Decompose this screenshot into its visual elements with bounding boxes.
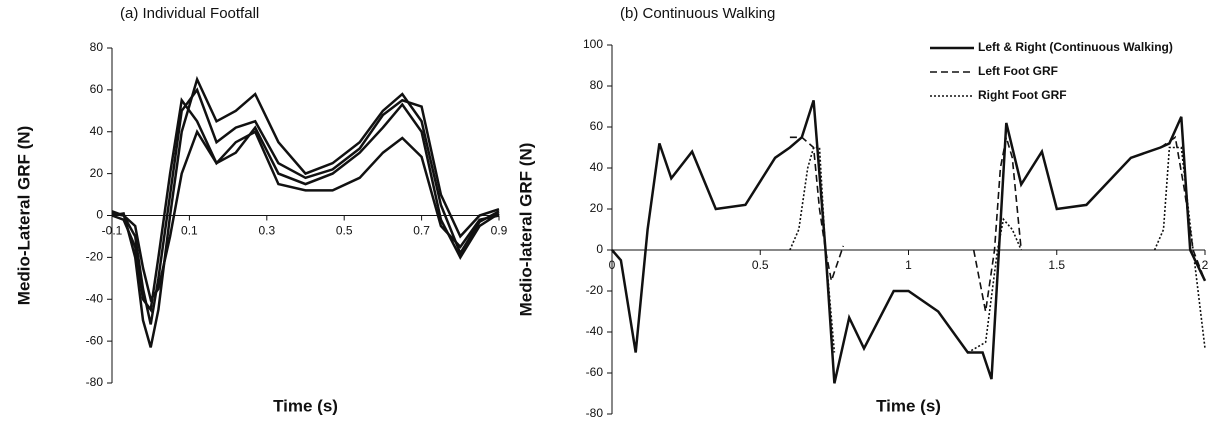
y-tick-label: 80: [590, 78, 604, 92]
x-tick-label: 0: [609, 258, 616, 272]
y-tick-label: -80: [586, 406, 604, 420]
x-tick-label: 0.5: [336, 224, 353, 238]
y-tick-label: -40: [586, 324, 604, 338]
series-line: [111, 75, 500, 348]
series-line: [111, 97, 500, 313]
legend-label: Left & Right (Continuous Walking): [978, 40, 1173, 54]
y-tick-label: -20: [86, 250, 104, 264]
x-tick-label: 2: [1202, 258, 1209, 272]
x-tick-label: 0.3: [258, 224, 275, 238]
x-tick-label: 1: [905, 258, 912, 272]
y-tick-label: -20: [586, 283, 604, 297]
x-tick-label: -0.1: [102, 224, 123, 238]
series-line: [111, 128, 500, 303]
x-tick-label: 0.1: [181, 224, 198, 238]
y-tick-label: -60: [86, 333, 104, 347]
y-tick-label: -60: [586, 365, 604, 379]
y-tick-label: 80: [90, 40, 104, 54]
y-axis-label: Medio-lateral GRF (N): [516, 143, 535, 317]
legend-label: Right Foot GRF: [978, 88, 1067, 102]
y-tick-label: 0: [96, 208, 103, 222]
x-axis-label: Time (s): [876, 396, 941, 415]
y-tick-label: 0: [596, 242, 603, 256]
x-tick-label: 0.5: [752, 258, 769, 272]
x-tick-label: 0.7: [413, 224, 430, 238]
x-tick-label: 0.9: [491, 224, 508, 238]
y-tick-label: 40: [90, 124, 104, 138]
chart-title: (b) Continuous Walking: [620, 5, 775, 22]
y-tick-label: 20: [90, 166, 104, 180]
y-tick-label: -40: [86, 291, 104, 305]
y-tick-label: 20: [590, 201, 604, 215]
y-tick-label: -80: [86, 375, 104, 389]
y-tick-label: 60: [590, 119, 604, 133]
series-line: [789, 146, 1206, 354]
x-axis-label: Time (s): [273, 396, 338, 415]
x-tick-label: 1.5: [1048, 258, 1065, 272]
series-line: [111, 87, 500, 325]
y-tick-label: 40: [590, 160, 604, 174]
y-axis-label: Medio-Lateral GRF (N): [14, 126, 33, 305]
chart-title: (a) Individual Footfall: [120, 5, 259, 22]
series-line: [611, 100, 1207, 384]
series-line: [789, 135, 1206, 312]
y-tick-label: 100: [583, 37, 603, 51]
y-tick-label: 60: [90, 82, 104, 96]
legend-label: Left Foot GRF: [978, 64, 1058, 78]
